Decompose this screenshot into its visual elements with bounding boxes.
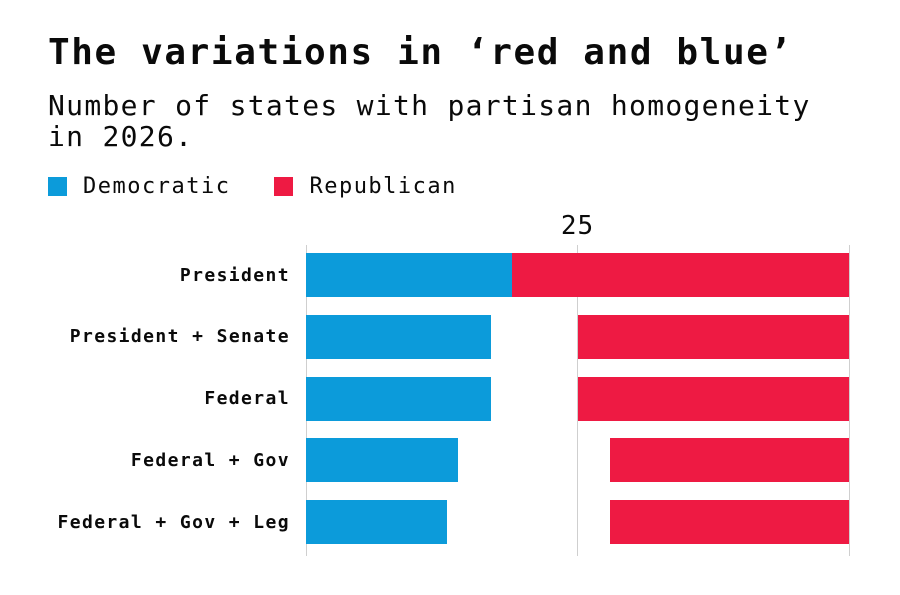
legend: Democratic Republican: [48, 174, 457, 199]
bar-republican: [577, 376, 849, 421]
chart-title: The variations in ‘red and blue’: [48, 32, 793, 73]
legend-label: Democratic: [83, 174, 231, 199]
bar-democratic: [306, 376, 491, 421]
axis-tick-label: 25: [560, 211, 595, 241]
bar-republican: [610, 438, 849, 483]
bar-republican: [610, 500, 849, 545]
category-label: Federal + Gov + Leg: [57, 511, 290, 533]
category-label: Federal: [204, 388, 290, 410]
bar-republican: [512, 253, 849, 297]
category-label: President: [179, 264, 290, 286]
legend-item-republican: Republican: [274, 174, 456, 199]
chart-subtitle: Number of states with partisan homogenei…: [48, 89, 811, 153]
category-label: President + Senate: [69, 326, 290, 348]
bar-republican: [577, 314, 849, 359]
legend-swatch-republican: [274, 177, 294, 196]
bar-democratic: [306, 253, 513, 297]
bar-democratic: [306, 438, 459, 483]
legend-swatch-democratic: [48, 177, 67, 196]
gridline-50: [848, 245, 850, 556]
bar-democratic: [306, 314, 491, 359]
legend-label: Republican: [309, 174, 457, 199]
bar-democratic: [306, 500, 448, 545]
legend-item-democratic: Democratic: [48, 174, 230, 199]
category-label: Federal + Gov: [130, 449, 290, 471]
